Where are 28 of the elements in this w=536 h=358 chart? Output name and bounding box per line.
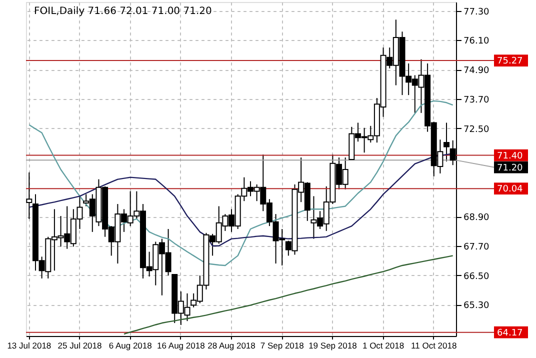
x-tick-label: 7 Sep 2018 (260, 340, 304, 350)
candlestick (26, 172, 32, 220)
y-tick-label: 72.50 (464, 124, 490, 135)
line-series (123, 255, 454, 335)
ref-line-label: 71.40 (497, 151, 524, 162)
legend-label: 71.20 (497, 163, 524, 174)
x-tick-label: 13 Jul 2018 (7, 340, 52, 350)
line-series (28, 100, 454, 266)
ref-line-label: 70.04 (497, 184, 524, 195)
y-tick-label: 68.90 (464, 213, 490, 224)
x-tick-label: 11 Oct 2018 (411, 340, 457, 350)
x-tick-label: 25 Jul 2018 (58, 340, 102, 350)
y-tick-label: 67.70 (464, 242, 490, 252)
y-tick-label: 77.30 (464, 7, 490, 18)
y-tick-label: 65.30 (464, 301, 490, 312)
y-tick-label: 74.90 (464, 66, 490, 76)
y-tick-label: 73.70 (464, 95, 490, 106)
candlestick (444, 122, 450, 162)
x-tick-label: 1 Oct 2018 (362, 340, 404, 350)
ref-line-label: 75.27 (497, 56, 523, 67)
x-tick-label: 6 Aug 2018 (108, 340, 152, 350)
ref-line-label: 64.17 (497, 328, 523, 338)
y-tick-label: 66.50 (464, 272, 490, 282)
chart-title: FOIL,Daily 71.66 72.01 71.00 71.20 (34, 6, 212, 17)
x-tick-label: 28 Aug 2018 (208, 340, 256, 350)
y-tick-label: 76.10 (464, 36, 490, 47)
x-tick-label: 16 Aug 2018 (157, 340, 206, 350)
x-tick-label: 19 Sep 2018 (308, 340, 358, 350)
